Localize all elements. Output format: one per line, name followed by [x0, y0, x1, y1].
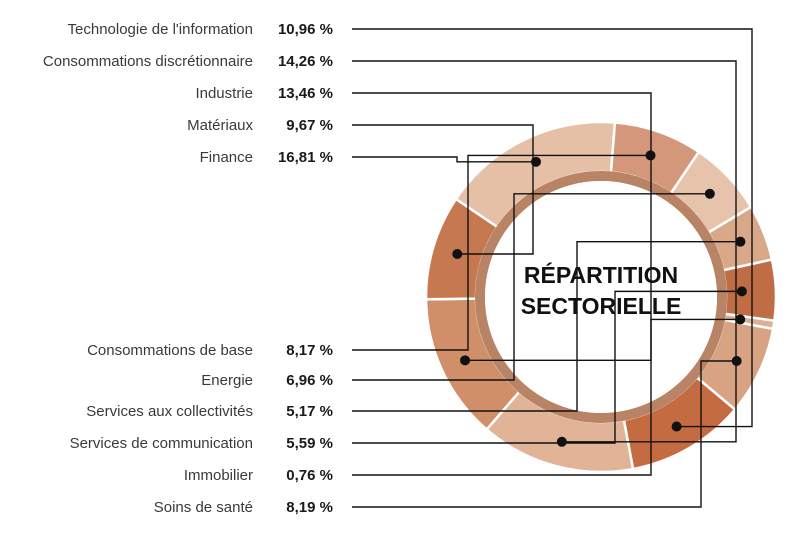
leader-dot-technologie-de-l-information: [671, 421, 682, 432]
chart-title-line-2: SECTORIELLE: [521, 293, 682, 319]
value-label-consommations-discretionnaire: 14,26 %: [278, 53, 333, 70]
value-label-technologie-de-l-information: 10,96 %: [278, 21, 333, 38]
leader-line-services-aux-collectivites: [352, 240, 741, 412]
category-label-materiaux: Matériaux: [187, 117, 253, 134]
value-label-industrie: 13,46 %: [278, 85, 333, 102]
category-label-consommations-de-base: Consommations de base: [87, 342, 253, 359]
leader-line-consommations-de-base: [352, 154, 651, 351]
category-label-consommations-discretionnaire: Consommations discrétionnaire: [43, 53, 253, 70]
category-label-soins-de-sante: Soins de santé: [154, 499, 253, 516]
category-label-immobilier: Immobilier: [184, 467, 253, 484]
category-label-services-de-communication: Services de communication: [70, 435, 253, 452]
leader-dot-materiaux: [452, 249, 463, 260]
donut-slice-services-de-communication: [721, 258, 778, 323]
leader-line-materiaux: [352, 124, 534, 255]
leader-dot-finance: [530, 156, 541, 167]
leader-dot-energie: [704, 188, 715, 199]
value-label-finance: 16,81 %: [278, 149, 333, 166]
value-label-services-de-communication: 5,59 %: [286, 435, 333, 452]
chart-title-line-1: RÉPARTITION: [524, 261, 678, 288]
value-label-soins-de-sante: 8,19 %: [286, 499, 333, 516]
leader-dot-consommations-de-base: [645, 150, 656, 161]
leader-line-energie: [352, 193, 710, 381]
leader-dot-services-de-communication: [736, 286, 747, 297]
leader-line-technologie-de-l-information: [352, 28, 753, 428]
value-label-consommations-de-base: 8,17 %: [286, 342, 333, 359]
value-label-immobilier: 0,76 %: [286, 467, 333, 484]
value-label-materiaux: 9,67 %: [286, 117, 333, 134]
leader-line-immobilier: [352, 318, 741, 476]
leader-dot-consommations-discretionnaire: [556, 436, 567, 447]
category-label-technologie-de-l-information: Technologie de l'information: [68, 21, 253, 38]
inner-ring-band: [475, 171, 727, 423]
value-label-services-aux-collectivites: 5,17 %: [286, 403, 333, 420]
leader-line-industrie: [352, 92, 652, 362]
leader-dot-industrie: [460, 355, 471, 366]
category-label-services-aux-collectivites: Services aux collectivités: [86, 403, 253, 420]
leader-line-consommations-discretionnaire: [352, 60, 737, 443]
leader-dot-services-aux-collectivites: [735, 236, 746, 247]
value-label-energie: 6,96 %: [286, 372, 333, 389]
category-label-industrie: Industrie: [195, 85, 253, 102]
legend-labels: Technologie de l'information 10,96 % Conso…: [43, 21, 333, 516]
leader-line-soins-de-sante: [352, 360, 737, 508]
leader-line-services-de-communication: [352, 290, 742, 444]
leader-dot-soins-de-sante: [731, 356, 742, 367]
category-label-finance: Finance: [200, 149, 253, 166]
leader-line-finance: [352, 156, 536, 163]
leader-lines: [352, 28, 753, 508]
category-label-energie: Energie: [201, 372, 253, 389]
donut-inner-ring: [475, 171, 727, 423]
leader-dot-immobilier: [735, 314, 746, 325]
donut-hole: [485, 181, 717, 413]
